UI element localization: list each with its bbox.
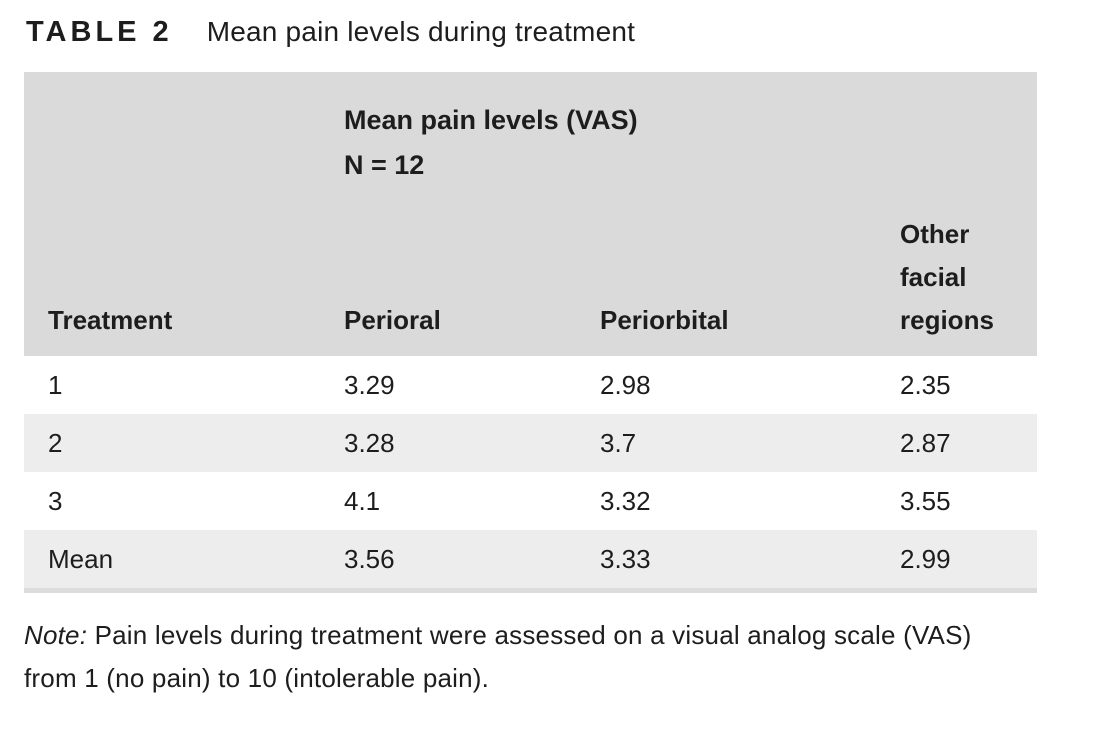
- column-header-perioral: Perioral: [344, 305, 441, 335]
- table-title-text: Mean pain levels during treatment: [206, 16, 636, 47]
- column-header-periorbital: Periorbital: [600, 305, 729, 335]
- table-row-mean: Mean 3.56 3.33 2.99: [24, 530, 1037, 588]
- cell-other: 2.35: [900, 369, 951, 400]
- table-caption: TABLE 2 Mean pain levels during treatmen…: [26, 16, 635, 49]
- column-header-row: Treatment Perioral Periorbital Other fac…: [24, 213, 1037, 356]
- span-header-line2: N = 12: [344, 150, 425, 180]
- cell-periorbital: 3.33: [600, 543, 651, 574]
- cell-treatment: 1: [48, 369, 63, 400]
- cell-treatment: 3: [48, 485, 63, 516]
- table-number-label: TABLE 2: [26, 16, 173, 48]
- cell-periorbital: 2.98: [600, 369, 651, 400]
- column-header-treatment: Treatment: [48, 305, 173, 335]
- span-header-line1: Mean pain levels (VAS): [344, 105, 638, 135]
- column-header-other-facial-regions: Other facial regions: [900, 219, 994, 335]
- cell-treatment: 2: [48, 427, 63, 458]
- cell-perioral: 3.56: [344, 543, 395, 574]
- cell-perioral: 3.28: [344, 427, 395, 458]
- cell-other: 2.99: [900, 543, 951, 574]
- cell-periorbital: 3.32: [600, 485, 651, 516]
- table-row: 1 3.29 2.98 2.35: [24, 356, 1037, 414]
- data-table: Mean pain levels (VAS) N = 12 Treatment …: [24, 72, 1037, 593]
- cell-perioral: 3.29: [344, 369, 395, 400]
- spanning-column-header: Mean pain levels (VAS) N = 12: [344, 98, 1037, 188]
- cell-periorbital: 3.7: [600, 427, 637, 458]
- note-label: Note:: [24, 620, 88, 650]
- table-row: 2 3.28 3.7 2.87: [24, 414, 1037, 472]
- cell-perioral: 4.1: [344, 485, 381, 516]
- cell-treatment: Mean: [48, 543, 114, 574]
- table-header-block: Mean pain levels (VAS) N = 12 Treatment …: [24, 72, 1037, 356]
- note-text: Pain levels during treatment were assess…: [24, 620, 972, 693]
- cell-other: 3.55: [900, 485, 951, 516]
- table-row: 3 4.1 3.32 3.55: [24, 472, 1037, 530]
- cell-other: 2.87: [900, 427, 951, 458]
- table-note: Note: Pain levels during treatment were …: [24, 614, 989, 700]
